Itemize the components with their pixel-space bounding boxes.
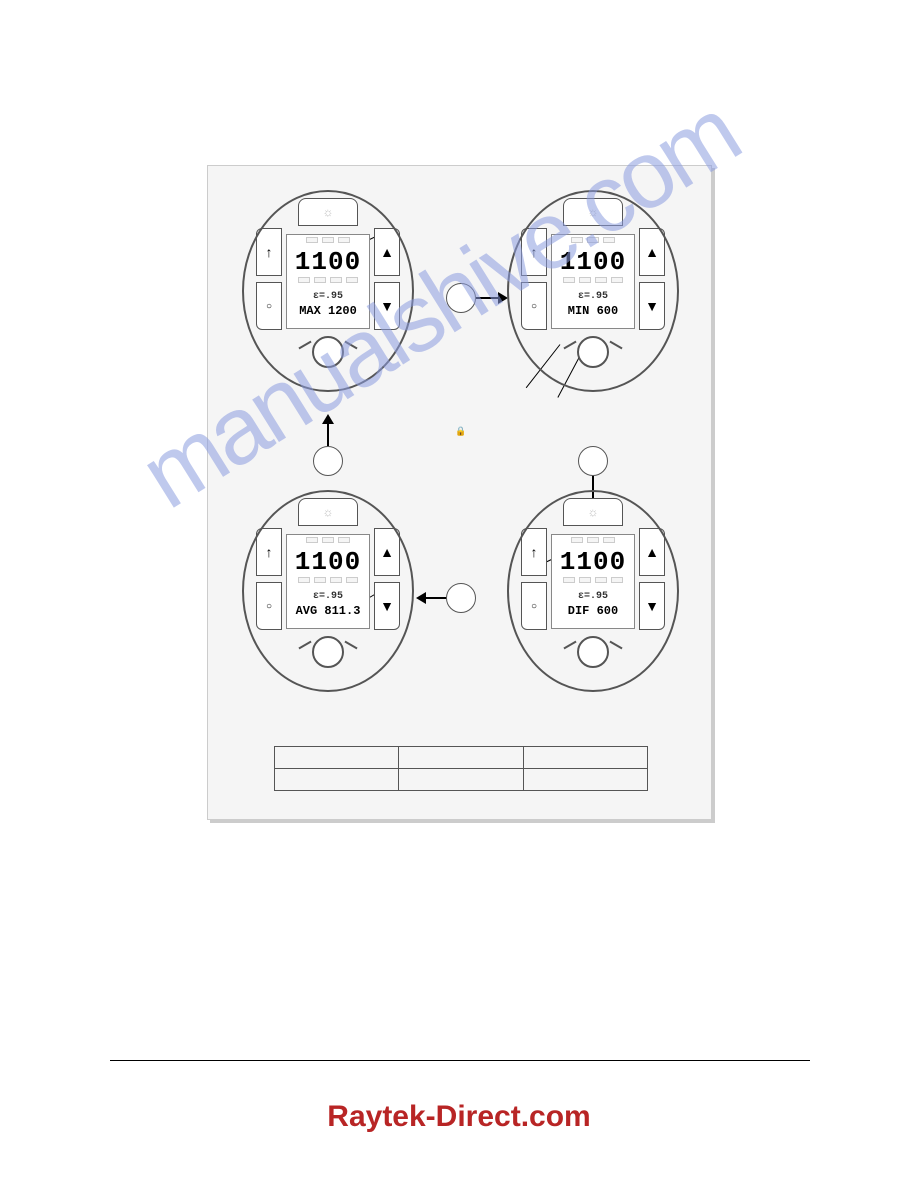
device-outline xyxy=(238,486,418,706)
footer-divider xyxy=(110,1060,810,1061)
device-display-min: ☼ ↑ ▲ ○ ▼ 1100 ε=.95 MIN 600 xyxy=(503,186,683,406)
page: 🔒 ☼ ↑ ▲ ○ ▼ 1100 ε=.95 MAX 1200 xyxy=(0,0,918,1188)
device-display-avg: ☼ ↑ ▲ ○ ▼ 1100 ε=.95 AVG 811.3 xyxy=(238,486,418,706)
arrow-br-to-bl xyxy=(418,597,448,599)
device-display-max: ☼ ↑ ▲ ○ ▼ 1100 ε=.95 MAX 1200 xyxy=(238,186,418,406)
table-cell xyxy=(523,747,647,769)
footer-brand: Raytek-Direct.com xyxy=(0,1100,918,1134)
table-cell xyxy=(399,769,523,791)
mode-button-icon xyxy=(578,446,608,476)
table-cell xyxy=(399,747,523,769)
device-display-dif: ☼ ↑ ▲ ○ ▼ 1100 ε=.95 DIF 600 xyxy=(503,486,683,706)
mode-button-icon xyxy=(446,583,476,613)
trigger-button[interactable] xyxy=(312,336,344,368)
trigger-button[interactable] xyxy=(577,336,609,368)
arrow-tl-to-tr xyxy=(476,297,506,299)
diagram-frame: 🔒 ☼ ↑ ▲ ○ ▼ 1100 ε=.95 MAX 1200 xyxy=(207,165,712,820)
lock-icon: 🔒 xyxy=(455,426,465,436)
trigger-button[interactable] xyxy=(312,636,344,668)
mode-button-icon xyxy=(446,283,476,313)
device-outline xyxy=(238,186,418,406)
device-outline xyxy=(503,486,683,706)
table-row xyxy=(275,747,648,769)
table-row xyxy=(275,769,648,791)
device-outline xyxy=(503,186,683,406)
table-cell xyxy=(275,747,399,769)
table-cell xyxy=(275,769,399,791)
reference-table xyxy=(274,746,648,791)
mode-button-icon xyxy=(313,446,343,476)
arrow-bl-to-tl xyxy=(327,416,329,446)
table-cell xyxy=(523,769,647,791)
trigger-button[interactable] xyxy=(577,636,609,668)
